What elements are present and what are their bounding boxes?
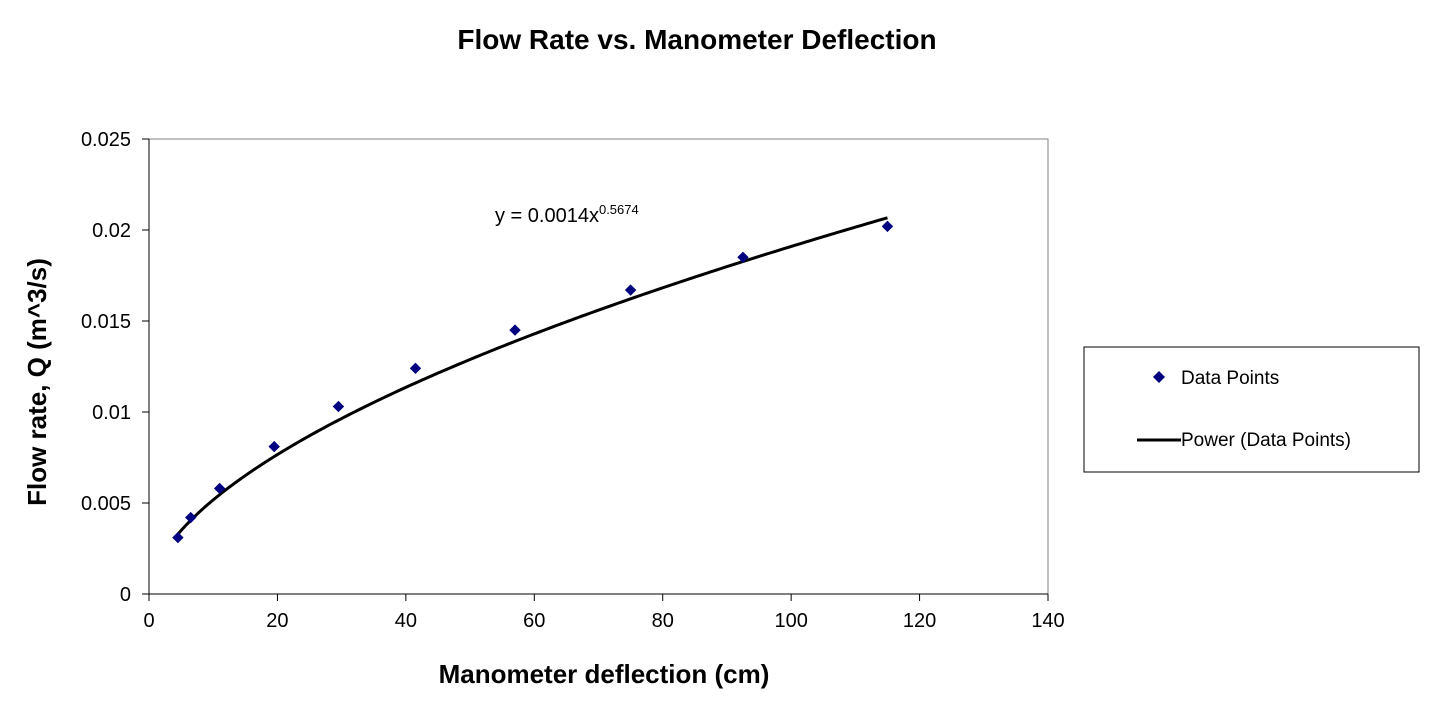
data-point: [172, 531, 184, 544]
y-tick-label: 0.01: [92, 402, 131, 424]
x-tick-label: 100: [774, 610, 807, 632]
x-tick-label: 140: [1031, 610, 1064, 632]
x-axis-label: Manometer deflection (cm): [439, 659, 770, 689]
x-tick-label: 0: [143, 610, 154, 632]
plot-frame: [148, 138, 1049, 595]
data-point: [268, 440, 280, 453]
data-point: [213, 482, 226, 495]
data-point: [332, 400, 345, 413]
data-point: [509, 324, 521, 336]
trendline-equation: y = 0.0014x0.5674: [495, 202, 639, 227]
legend-box: [1083, 346, 1420, 473]
plot-area: [148, 138, 1049, 595]
y-tick-label: 0.015: [81, 311, 131, 333]
x-tick-label: 60: [523, 610, 545, 632]
y-tick-label: 0.025: [81, 129, 131, 151]
data-point: [409, 362, 422, 375]
legend: Data Points Power (Data Points): [1083, 346, 1420, 473]
x-tick-label: 40: [395, 610, 417, 632]
y-tick-label: 0.005: [81, 493, 131, 515]
equation-exponent: 0.5674: [599, 202, 639, 217]
data-point: [185, 511, 197, 524]
data-point: [624, 284, 637, 296]
chart-title: Flow Rate vs. Manometer Deflection: [457, 24, 936, 55]
y-tick-label: 0.02: [92, 220, 131, 242]
y-axis-label: Flow rate, Q (m^3/s): [22, 258, 52, 506]
y-tick-label: 0: [120, 584, 131, 606]
data-point: [881, 220, 894, 233]
data-point: [737, 251, 749, 264]
equation-prefix: y = 0.0014x: [495, 205, 599, 227]
y-axis: 0 0.005 0.01 0.015 0.02 0.025: [81, 129, 150, 606]
legend-label-power: Power (Data Points): [1181, 430, 1351, 451]
x-axis: 0 20 40 60 80 100 120 140: [143, 593, 1065, 632]
legend-marker-data-points: [1153, 371, 1165, 383]
x-tick-label: 80: [652, 610, 674, 632]
x-tick-label: 20: [266, 610, 288, 632]
legend-label-data-points: Data Points: [1181, 368, 1279, 389]
x-tick-label: 120: [903, 610, 936, 632]
power-trendline: [176, 216, 888, 536]
data-points-group: [172, 220, 894, 544]
trendline-group: [176, 216, 888, 536]
